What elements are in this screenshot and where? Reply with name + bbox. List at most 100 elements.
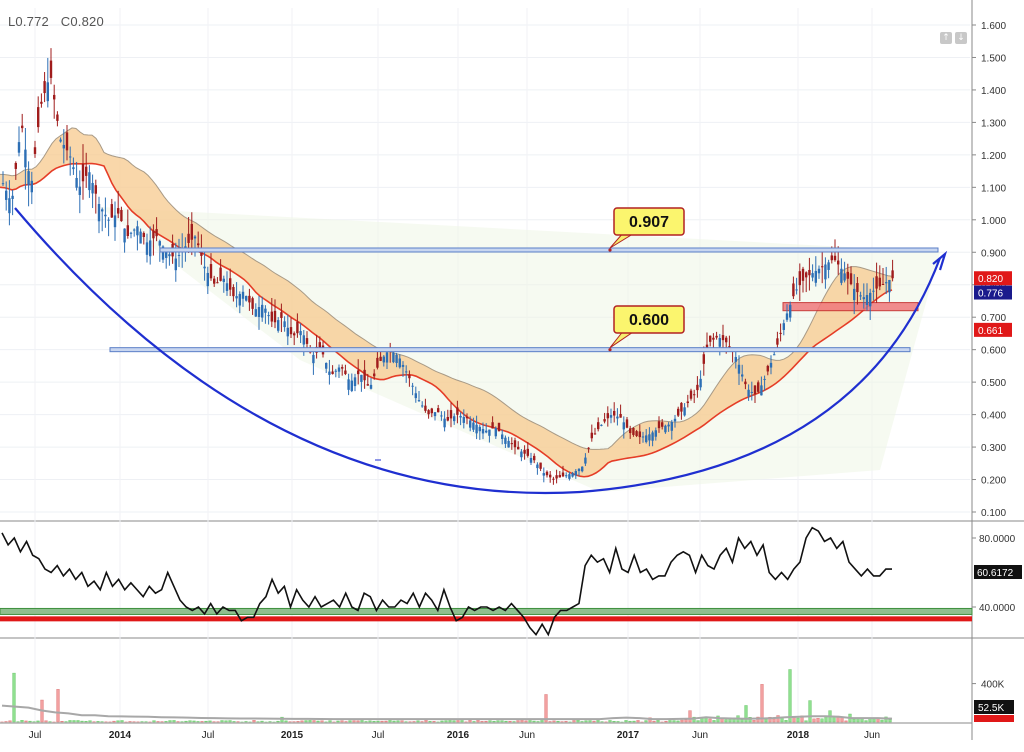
x-tick-label: 2016 bbox=[447, 730, 470, 741]
volume-bar bbox=[153, 721, 156, 722]
candle-body bbox=[290, 327, 292, 334]
candle-body bbox=[581, 467, 583, 472]
candle-body bbox=[690, 391, 692, 399]
candle-body bbox=[783, 323, 785, 330]
volume-bar bbox=[277, 721, 280, 722]
volume-bar bbox=[553, 721, 556, 722]
candle-body bbox=[539, 463, 541, 469]
rsi-value-label: 60.6172 bbox=[977, 568, 1014, 579]
candle-body bbox=[8, 198, 10, 213]
candle-body bbox=[507, 441, 509, 448]
volume-bar bbox=[773, 719, 776, 722]
candle-body bbox=[37, 107, 39, 127]
volume-bar bbox=[725, 720, 728, 722]
rsi-y-tick-label: 40.0000 bbox=[979, 603, 1016, 614]
candle-body bbox=[373, 374, 375, 377]
candle-body bbox=[741, 374, 743, 376]
candle-body bbox=[840, 269, 842, 283]
volume-bar bbox=[493, 721, 496, 722]
arrow-up-icon[interactable]: ↑ bbox=[940, 32, 952, 44]
candle-body bbox=[303, 335, 305, 344]
candle-body bbox=[664, 426, 666, 433]
candle-body bbox=[207, 273, 209, 286]
candle-body bbox=[763, 379, 765, 380]
candle-body bbox=[27, 171, 29, 185]
candle-body bbox=[354, 377, 356, 386]
volume-bar bbox=[489, 721, 492, 722]
candle-body bbox=[351, 381, 353, 391]
volume-bar bbox=[85, 721, 88, 722]
candle-body bbox=[751, 392, 753, 393]
volume-bar bbox=[29, 721, 32, 722]
candle-body bbox=[367, 384, 369, 385]
candle-body bbox=[850, 273, 852, 284]
candle-body bbox=[776, 338, 778, 344]
candle-body bbox=[251, 298, 253, 309]
candle-body bbox=[43, 81, 45, 93]
volume-bar bbox=[389, 720, 392, 722]
candle-body bbox=[82, 164, 84, 181]
candle-body bbox=[283, 321, 285, 327]
candle-body bbox=[498, 423, 500, 431]
arrow-down-icon[interactable]: ↓ bbox=[955, 32, 967, 44]
volume-value-label: 52.5K bbox=[978, 703, 1004, 714]
candle-body bbox=[434, 412, 436, 416]
candle-body bbox=[491, 422, 493, 428]
candle-body bbox=[18, 142, 20, 153]
volume-bar bbox=[889, 720, 892, 722]
volume-bar bbox=[877, 719, 880, 722]
volume-bar bbox=[633, 721, 636, 722]
volume-bar bbox=[741, 719, 744, 722]
candle-body bbox=[239, 294, 241, 306]
close-value: C0.820 bbox=[61, 14, 104, 29]
volume-bar bbox=[25, 721, 28, 722]
volume-bar bbox=[673, 721, 676, 722]
volume-bar bbox=[341, 721, 344, 722]
volume-bar bbox=[441, 721, 444, 722]
level-line-0.600 bbox=[110, 348, 910, 352]
volume-bar bbox=[533, 721, 536, 722]
x-tick-label: 2014 bbox=[109, 730, 132, 741]
volume-bar bbox=[469, 720, 472, 722]
candle-body bbox=[63, 145, 65, 148]
candle-body bbox=[687, 402, 689, 404]
candle-body bbox=[552, 479, 554, 480]
rsi-green-band bbox=[0, 608, 972, 614]
candle-body bbox=[370, 385, 372, 389]
candle-body bbox=[123, 229, 125, 243]
candle-body bbox=[555, 475, 557, 478]
candle-body bbox=[219, 268, 221, 281]
candle-body bbox=[735, 357, 737, 362]
candle-body bbox=[165, 252, 167, 258]
volume-bar bbox=[457, 720, 460, 722]
volume-bar bbox=[113, 721, 116, 722]
volume-bar bbox=[373, 721, 376, 722]
candle-body bbox=[619, 414, 621, 418]
candle-body bbox=[869, 293, 871, 306]
candle-body bbox=[59, 140, 61, 142]
x-tick-label: Jun bbox=[692, 730, 708, 741]
y-tick-label: 1.600 bbox=[981, 21, 1006, 32]
candle-body bbox=[719, 338, 721, 347]
candle-body bbox=[747, 390, 749, 397]
candle-body bbox=[655, 430, 657, 436]
volume-bar bbox=[709, 719, 712, 722]
candle-body bbox=[568, 474, 570, 479]
volume-bar bbox=[381, 721, 384, 722]
volume-bar bbox=[765, 719, 768, 722]
candle-body bbox=[347, 379, 349, 389]
candle-body bbox=[642, 436, 644, 437]
candle-body bbox=[376, 358, 378, 368]
scroll-controls[interactable]: ↑ ↓ bbox=[940, 32, 967, 44]
volume-bar bbox=[573, 720, 576, 722]
candle-body bbox=[725, 338, 727, 343]
x-tick-label: 2015 bbox=[281, 730, 304, 741]
volume-bar bbox=[13, 673, 16, 722]
candle-body bbox=[104, 215, 106, 216]
volume-bar bbox=[261, 721, 264, 722]
candle-body bbox=[344, 371, 346, 374]
candle-body bbox=[258, 307, 260, 317]
candle-body bbox=[863, 297, 865, 299]
volume-bar bbox=[349, 721, 352, 722]
candle-body bbox=[661, 422, 663, 427]
